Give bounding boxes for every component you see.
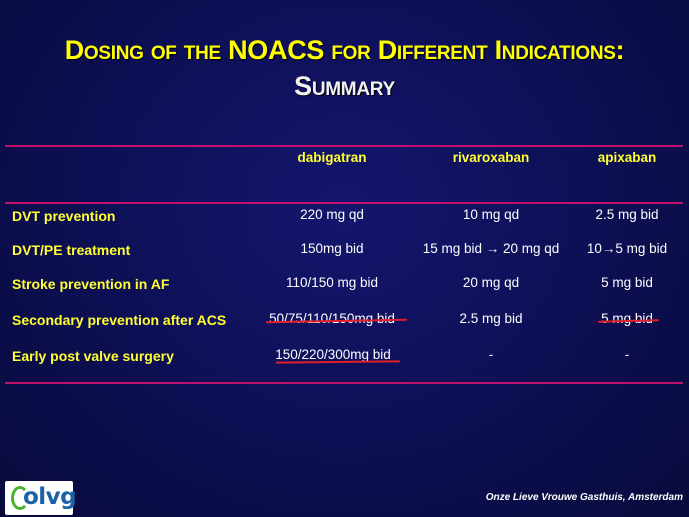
slide-title: Dosing of the NOACS for Different Indica… <box>64 35 625 65</box>
cell-apixaban: 2.5 mg bid <box>595 207 659 222</box>
row-label-dvt-prevention: DVT prevention <box>12 208 116 224</box>
cell-rivaroxaban: 20 mg qd <box>462 275 520 290</box>
cell-dabigatran: 150mg bid <box>300 241 364 256</box>
cell-rivaroxaban: 2.5 mg bid <box>459 311 523 326</box>
column-header-apixaban: apixaban <box>597 150 657 165</box>
cell-rivaroxaban: 10 mg qd <box>462 207 520 222</box>
slide-title-summary: Summary <box>294 71 395 101</box>
cell-apixaban: - <box>624 347 630 362</box>
underline-mark <box>275 360 401 364</box>
cell-rivaroxaban: 15 mg bid → 20 mg qd <box>422 241 560 256</box>
cell-apixaban: 10→5 mg bid <box>586 241 668 256</box>
table-bottom-rule <box>5 382 683 384</box>
row-label-early-post-valve-surgery: Early post valve surgery <box>12 348 174 364</box>
logo-text: olvg <box>23 484 77 510</box>
cell-dabigatran: 220 mg qd <box>300 207 364 222</box>
cell-dabigatran: 110/150 mg bid <box>285 275 379 290</box>
cell-apixaban: 5 mg bid <box>601 275 653 290</box>
row-label-stroke-prevention-af: Stroke prevention in AF <box>12 276 170 292</box>
cell-rivaroxaban: - <box>488 347 494 362</box>
table-header-rule <box>5 202 683 204</box>
row-label-secondary-prevention-acs: Secondary prevention after ACS <box>12 312 227 328</box>
logo-arc-icon <box>11 486 29 510</box>
table-top-rule <box>5 145 683 147</box>
cell-apixaban-struck: 5 mg bid <box>601 311 653 326</box>
cell-dabigatran-underlined: 150/220/300mg bid <box>275 347 391 362</box>
row-label-dvt-pe-treatment: DVT/PE treatment <box>12 242 131 258</box>
column-header-rivaroxaban: rivaroxaban <box>452 150 530 165</box>
institution-name: Onze Lieve Vrouwe Gasthuis, Amsterdam <box>485 492 683 503</box>
column-header-dabigatran: dabigatran <box>297 150 367 165</box>
olvg-logo: olvg <box>5 481 77 515</box>
